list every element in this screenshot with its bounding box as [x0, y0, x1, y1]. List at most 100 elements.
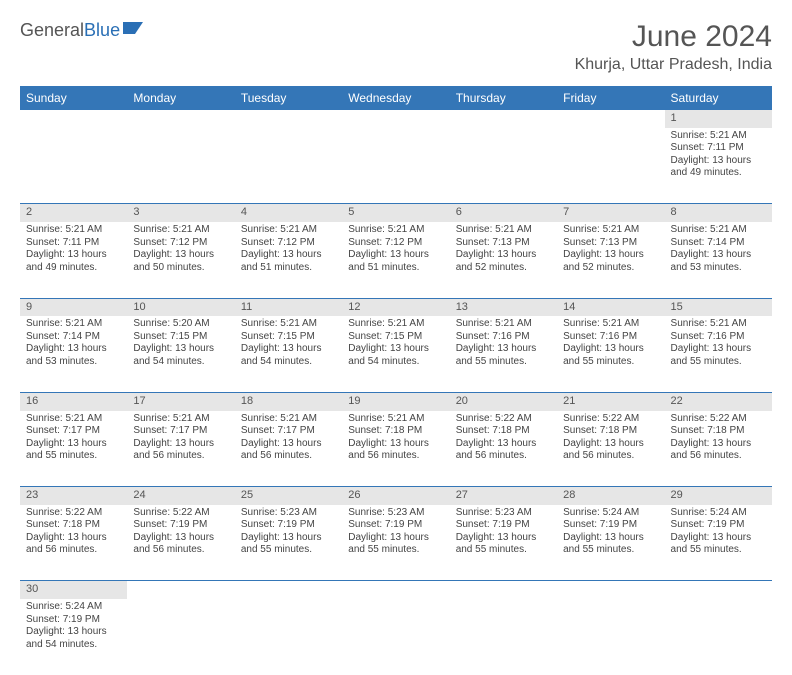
- day-cell: [557, 599, 664, 675]
- day-cell: Sunrise: 5:22 AMSunset: 7:18 PMDaylight:…: [450, 411, 557, 487]
- day-number: 22: [665, 392, 772, 410]
- sunrise-line: Sunrise: 5:21 AM: [456, 318, 551, 331]
- day-number: 17: [127, 392, 234, 410]
- day-cell: Sunrise: 5:21 AMSunset: 7:16 PMDaylight:…: [450, 316, 557, 392]
- daylight-line: Daylight: 13 hours and 55 minutes.: [563, 532, 658, 557]
- daylight-line: Daylight: 13 hours and 53 minutes.: [671, 249, 766, 274]
- day-number-row: 2345678: [20, 204, 772, 222]
- day-cell: [342, 128, 449, 204]
- sunrise-line: Sunrise: 5:22 AM: [26, 507, 121, 520]
- daylight-line: Daylight: 13 hours and 56 minutes.: [563, 438, 658, 463]
- day-number: 20: [450, 392, 557, 410]
- day-number: 30: [20, 581, 127, 599]
- weekday-header: Sunday: [20, 86, 127, 110]
- daylight-line: Daylight: 13 hours and 55 minutes.: [348, 532, 443, 557]
- day-number: 4: [235, 204, 342, 222]
- day-cell: Sunrise: 5:23 AMSunset: 7:19 PMDaylight:…: [342, 505, 449, 581]
- day-cell: [342, 599, 449, 675]
- day-cell: Sunrise: 5:24 AMSunset: 7:19 PMDaylight:…: [665, 505, 772, 581]
- day-number: [557, 581, 664, 599]
- sunset-line: Sunset: 7:16 PM: [671, 331, 766, 344]
- day-body-row: Sunrise: 5:21 AMSunset: 7:17 PMDaylight:…: [20, 411, 772, 487]
- sunset-line: Sunset: 7:13 PM: [456, 237, 551, 250]
- day-cell: Sunrise: 5:21 AMSunset: 7:13 PMDaylight:…: [557, 222, 664, 298]
- sunset-line: Sunset: 7:16 PM: [456, 331, 551, 344]
- sunrise-line: Sunrise: 5:21 AM: [26, 413, 121, 426]
- header: GeneralBlue June 2024 Khurja, Uttar Prad…: [20, 20, 772, 74]
- day-cell: Sunrise: 5:22 AMSunset: 7:18 PMDaylight:…: [665, 411, 772, 487]
- sunrise-line: Sunrise: 5:21 AM: [241, 318, 336, 331]
- day-number-row: 30: [20, 581, 772, 599]
- sunset-line: Sunset: 7:16 PM: [563, 331, 658, 344]
- daylight-line: Daylight: 13 hours and 55 minutes.: [456, 343, 551, 368]
- sunrise-line: Sunrise: 5:22 AM: [671, 413, 766, 426]
- day-body-row: Sunrise: 5:21 AMSunset: 7:14 PMDaylight:…: [20, 316, 772, 392]
- day-number-row: 23242526272829: [20, 487, 772, 505]
- sunset-line: Sunset: 7:18 PM: [26, 519, 121, 532]
- day-number: [127, 110, 234, 128]
- day-cell: Sunrise: 5:21 AMSunset: 7:12 PMDaylight:…: [342, 222, 449, 298]
- day-number: 15: [665, 298, 772, 316]
- weekday-header: Monday: [127, 86, 234, 110]
- day-cell: Sunrise: 5:21 AMSunset: 7:11 PMDaylight:…: [665, 128, 772, 204]
- daylight-line: Daylight: 13 hours and 55 minutes.: [241, 532, 336, 557]
- weekday-header: Friday: [557, 86, 664, 110]
- day-cell: Sunrise: 5:24 AMSunset: 7:19 PMDaylight:…: [557, 505, 664, 581]
- sunrise-line: Sunrise: 5:22 AM: [456, 413, 551, 426]
- day-cell: Sunrise: 5:22 AMSunset: 7:18 PMDaylight:…: [557, 411, 664, 487]
- sunrise-line: Sunrise: 5:21 AM: [26, 224, 121, 237]
- day-cell: Sunrise: 5:23 AMSunset: 7:19 PMDaylight:…: [450, 505, 557, 581]
- day-cell: Sunrise: 5:21 AMSunset: 7:15 PMDaylight:…: [235, 316, 342, 392]
- day-number: 12: [342, 298, 449, 316]
- sunset-line: Sunset: 7:12 PM: [241, 237, 336, 250]
- daylight-line: Daylight: 13 hours and 51 minutes.: [348, 249, 443, 274]
- sunset-line: Sunset: 7:19 PM: [563, 519, 658, 532]
- logo-text-1: General: [20, 20, 84, 41]
- day-number: 11: [235, 298, 342, 316]
- sunrise-line: Sunrise: 5:24 AM: [671, 507, 766, 520]
- day-body-row: Sunrise: 5:21 AMSunset: 7:11 PMDaylight:…: [20, 128, 772, 204]
- day-number: 28: [557, 487, 664, 505]
- weekday-header: Saturday: [665, 86, 772, 110]
- daylight-line: Daylight: 13 hours and 55 minutes.: [671, 343, 766, 368]
- location: Khurja, Uttar Pradesh, India: [575, 56, 772, 74]
- sunset-line: Sunset: 7:13 PM: [563, 237, 658, 250]
- day-number: 29: [665, 487, 772, 505]
- day-cell: Sunrise: 5:22 AMSunset: 7:18 PMDaylight:…: [20, 505, 127, 581]
- day-number: 25: [235, 487, 342, 505]
- day-cell: Sunrise: 5:21 AMSunset: 7:15 PMDaylight:…: [342, 316, 449, 392]
- sunset-line: Sunset: 7:17 PM: [133, 425, 228, 438]
- day-cell: Sunrise: 5:20 AMSunset: 7:15 PMDaylight:…: [127, 316, 234, 392]
- sunrise-line: Sunrise: 5:21 AM: [348, 318, 443, 331]
- daylight-line: Daylight: 13 hours and 55 minutes.: [456, 532, 551, 557]
- day-number: 3: [127, 204, 234, 222]
- day-cell: Sunrise: 5:21 AMSunset: 7:17 PMDaylight:…: [235, 411, 342, 487]
- sunrise-line: Sunrise: 5:21 AM: [671, 224, 766, 237]
- sunset-line: Sunset: 7:11 PM: [26, 237, 121, 250]
- day-body-row: Sunrise: 5:22 AMSunset: 7:18 PM Daylight:…: [20, 505, 772, 581]
- day-number-row: 1: [20, 110, 772, 128]
- logo-text-2: Blue: [84, 20, 120, 41]
- daylight-line: Daylight: 13 hours and 51 minutes.: [241, 249, 336, 274]
- day-cell: Sunrise: 5:21 AMSunset: 7:12 PMDaylight:…: [127, 222, 234, 298]
- day-cell: Sunrise: 5:21 AMSunset: 7:11 PMDaylight:…: [20, 222, 127, 298]
- day-number: 24: [127, 487, 234, 505]
- daylight-line: Daylight: 13 hours and 54 minutes.: [348, 343, 443, 368]
- sunset-line: Sunset: 7:18 PM: [671, 425, 766, 438]
- day-number: 5: [342, 204, 449, 222]
- daylight-line: Daylight: 13 hours and 50 minutes.: [133, 249, 228, 274]
- sunrise-line: Sunrise: 5:21 AM: [671, 318, 766, 331]
- daylight-line: Daylight: 13 hours and 52 minutes.: [563, 249, 658, 274]
- daylight-line: Daylight: 13 hours and 56 minutes.: [671, 438, 766, 463]
- day-number: [235, 581, 342, 599]
- daylight-line: Daylight: 13 hours and 55 minutes.: [563, 343, 658, 368]
- sunset-line: Sunset: 7:18 PM: [456, 425, 551, 438]
- daylight-line: Daylight: 13 hours and 56 minutes.: [133, 438, 228, 463]
- sunset-line: Sunset: 7:11 PM: [671, 142, 766, 155]
- day-number: 19: [342, 392, 449, 410]
- day-number: 9: [20, 298, 127, 316]
- daylight-line: Daylight: 13 hours and 49 minutes.: [26, 249, 121, 274]
- month-title: June 2024: [575, 20, 772, 54]
- day-number-row: 9101112131415: [20, 298, 772, 316]
- day-cell: Sunrise: 5:22 AMSunset: 7:19 PMDaylight:…: [127, 505, 234, 581]
